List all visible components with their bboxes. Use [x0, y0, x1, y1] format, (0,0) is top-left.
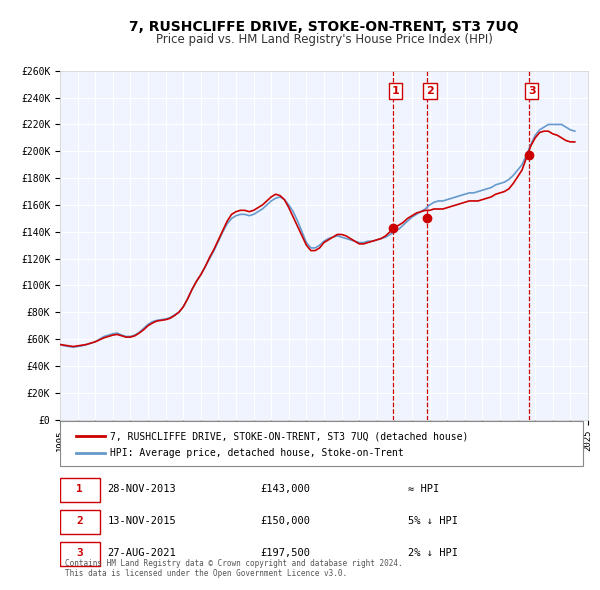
Text: 5% ↓ HPI: 5% ↓ HPI [409, 516, 458, 526]
Text: 7, RUSHCLIFFE DRIVE, STOKE-ON-TRENT, ST3 7UQ (detached house): 7, RUSHCLIFFE DRIVE, STOKE-ON-TRENT, ST3… [110, 431, 469, 441]
Text: 1: 1 [76, 484, 83, 494]
Text: 2% ↓ HPI: 2% ↓ HPI [409, 548, 458, 558]
FancyBboxPatch shape [60, 478, 100, 502]
Text: 3: 3 [528, 86, 535, 96]
Text: 3: 3 [76, 548, 83, 558]
FancyBboxPatch shape [60, 421, 583, 466]
Text: £150,000: £150,000 [260, 516, 311, 526]
FancyBboxPatch shape [60, 510, 100, 534]
FancyBboxPatch shape [60, 542, 100, 566]
Text: Price paid vs. HM Land Registry's House Price Index (HPI): Price paid vs. HM Land Registry's House … [155, 33, 493, 46]
Text: Contains HM Land Registry data © Crown copyright and database right 2024.
This d: Contains HM Land Registry data © Crown c… [65, 559, 403, 578]
Text: 27-AUG-2021: 27-AUG-2021 [107, 548, 176, 558]
Text: 28-NOV-2013: 28-NOV-2013 [107, 484, 176, 494]
Text: ≈ HPI: ≈ HPI [409, 484, 440, 494]
Text: 7, RUSHCLIFFE DRIVE, STOKE-ON-TRENT, ST3 7UQ: 7, RUSHCLIFFE DRIVE, STOKE-ON-TRENT, ST3… [129, 19, 519, 34]
Text: 2: 2 [426, 86, 434, 96]
Text: HPI: Average price, detached house, Stoke-on-Trent: HPI: Average price, detached house, Stok… [110, 448, 404, 458]
Text: 13-NOV-2015: 13-NOV-2015 [107, 516, 176, 526]
Text: 1: 1 [392, 86, 400, 96]
Text: 2: 2 [76, 516, 83, 526]
Text: £143,000: £143,000 [260, 484, 311, 494]
Text: £197,500: £197,500 [260, 548, 311, 558]
